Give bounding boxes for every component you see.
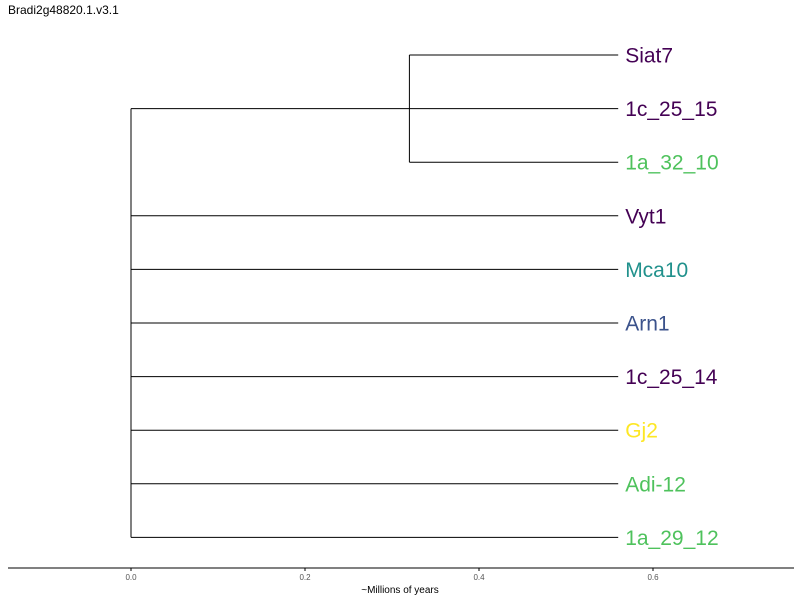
leaf-label: 1a_32_10	[625, 152, 718, 175]
leaf-label: Mca10	[625, 259, 688, 282]
tree-branches	[130, 54, 619, 538]
axis-tick-label: 0.2	[299, 573, 311, 582]
leaf-label: Vyt1	[625, 205, 666, 228]
leaf-label: 1a_29_12	[625, 527, 718, 550]
leaf-label: 1c_25_15	[625, 98, 717, 121]
time-axis: 0.0 0.2 0.4 0.6 ~Millions of years	[8, 567, 794, 596]
leaf-labels: Siat7 1c_25_15 1a_32_10 Vyt1 Mca10 Arn1 1c_25_…	[625, 45, 718, 550]
leaf-label: Gj2	[625, 420, 658, 443]
axis-title: ~Millions of years	[361, 585, 439, 596]
axis-ticks: 0.0 0.2 0.4 0.6	[125, 568, 659, 582]
page-title: Bradi2g48820.1.v3.1	[8, 3, 119, 17]
axis-tick-label: 0.0	[125, 573, 137, 582]
leaf-label: Siat7	[625, 45, 673, 68]
leaf-label: 1c_25_14	[625, 366, 718, 389]
axis-tick-label: 0.6	[647, 573, 659, 582]
leaf-label: Arn1	[625, 313, 669, 336]
axis-tick-label: 0.4	[473, 573, 485, 582]
leaf-label: Adi-12	[625, 473, 686, 496]
